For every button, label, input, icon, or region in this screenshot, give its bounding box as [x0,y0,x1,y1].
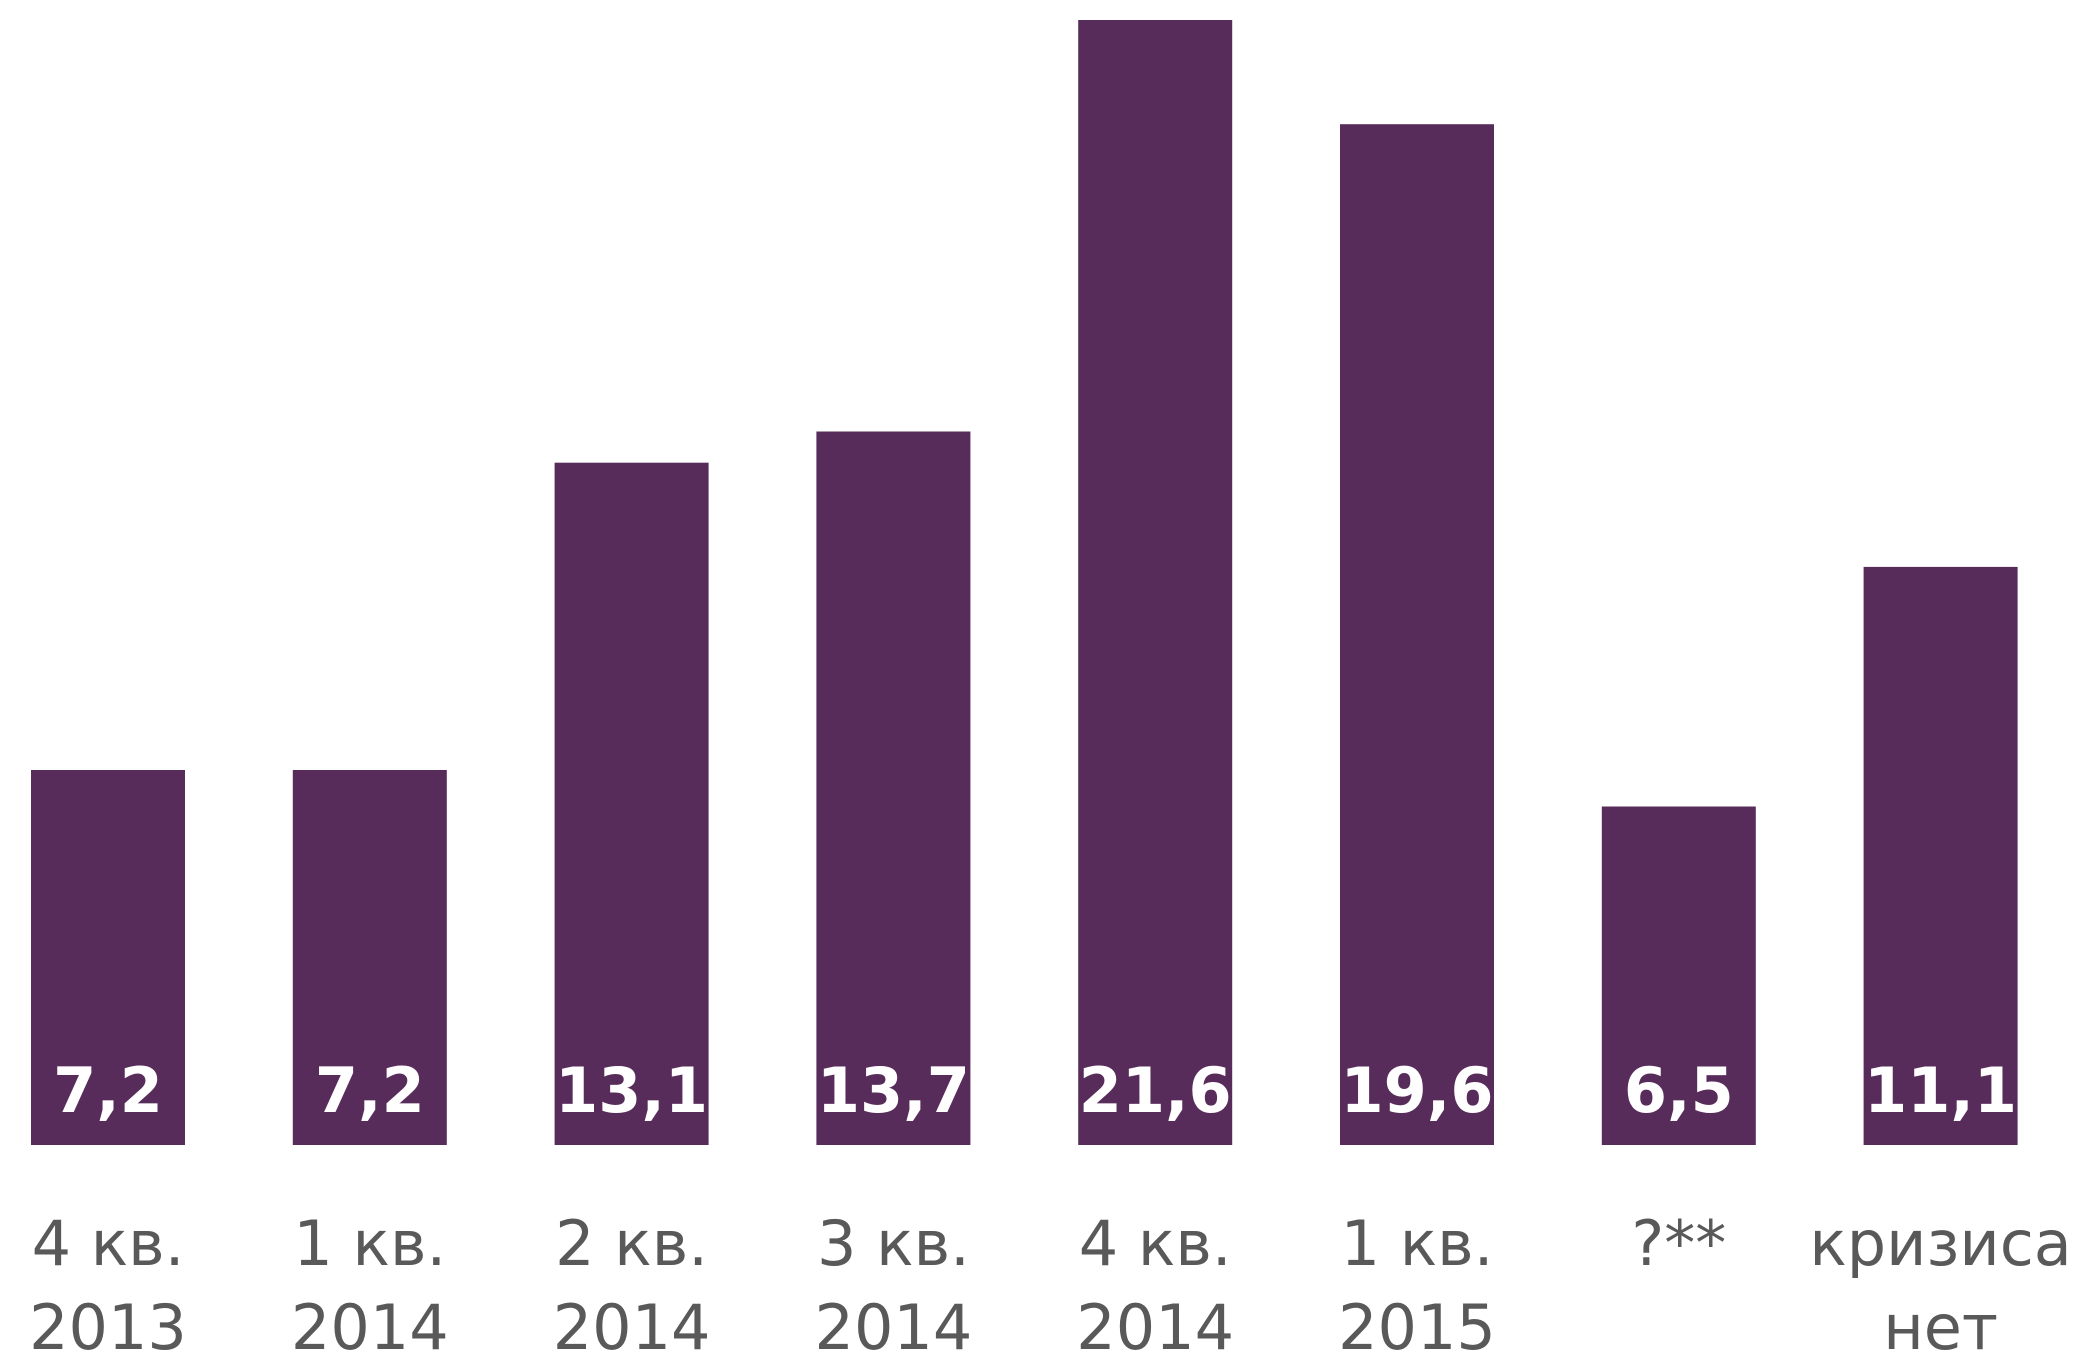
category-label-3-line-1: 2014 [815,1291,973,1361]
bar-2 [554,462,709,1145]
value-label-4: 21,6 [1079,1054,1232,1127]
value-label-2: 13,1 [555,1054,708,1127]
value-label-6: 6,5 [1624,1054,1734,1127]
value-label-0: 7,2 [53,1054,163,1127]
category-labels-group: 4 кв. 2013 1 кв. 2014 2 кв. 2014 3 кв. 2014 4 кв… [29,1207,2072,1361]
category-label-2-line-1: 2014 [553,1291,711,1361]
bar-7 [1863,566,2018,1145]
value-label-1: 7,2 [315,1054,425,1127]
category-label-0-line-1: 2013 [29,1291,187,1361]
category-label-6-line-0: ?** [1631,1207,1726,1280]
category-label-5-line-1: 2015 [1338,1291,1496,1361]
bar-6 [1601,806,1756,1145]
value-label-5: 19,6 [1341,1054,1494,1127]
category-label-2-line-0: 2 кв. [555,1207,708,1280]
category-label-4-line-0: 4 кв. [1079,1207,1232,1280]
bar-4 [1078,20,1233,1145]
value-labels-group: 7,2 7,2 13,1 13,7 21,6 19,6 6,5 11,1 [53,1054,2017,1127]
bar-0 [31,770,185,1145]
category-label-5-line-0: 1 кв. [1341,1207,1494,1280]
category-label-0-line-0: 4 кв. [32,1207,185,1280]
category-label-7-line-0: кризиса [1809,1207,2071,1280]
category-label-1-line-0: 1 кв. [293,1207,446,1280]
bars-group [31,20,2018,1145]
category-label-3-line-0: 3 кв. [817,1207,970,1280]
bar-1 [292,770,447,1145]
category-label-7-line-1: нет [1883,1291,1998,1361]
bar-3 [816,431,971,1145]
value-label-7: 11,1 [1864,1054,2017,1127]
value-label-3: 13,7 [817,1054,970,1127]
category-label-4-line-1: 2014 [1076,1291,1234,1361]
bar-5 [1340,124,1494,1145]
category-label-1-line-1: 2014 [291,1291,449,1361]
